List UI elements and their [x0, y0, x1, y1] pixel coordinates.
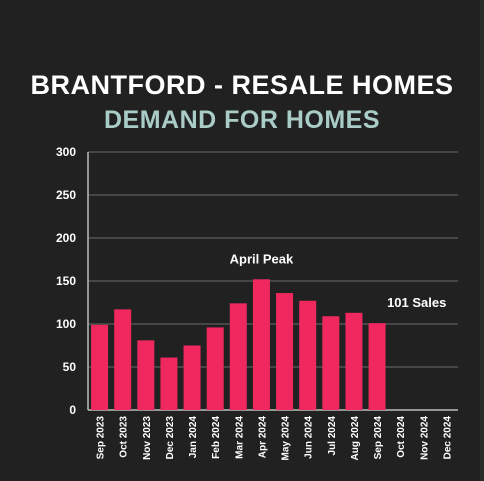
y-tick-label: 150	[56, 274, 76, 288]
chart-title: BRANTFORD - RESALE HOMES	[30, 70, 454, 100]
bar	[206, 327, 224, 410]
x-tick-label: Oct 2024	[396, 416, 407, 458]
x-tick-label: Dec 2024	[442, 416, 453, 460]
bar	[368, 323, 386, 410]
chart-subtitle: DEMAND FOR HOMES	[103, 106, 381, 134]
x-tick-label: Sep 2024	[373, 416, 384, 460]
y-tick-label: 250	[56, 188, 76, 202]
bar	[160, 357, 178, 410]
x-tick-label: Aug 2024	[350, 416, 361, 461]
x-tick-label: Nov 2023	[142, 416, 153, 460]
y-tick-label: 100	[56, 317, 76, 331]
bar	[183, 345, 201, 410]
bar	[229, 303, 247, 410]
x-tick-label: Jul 2024	[327, 416, 338, 456]
y-tick-label: 200	[56, 231, 76, 245]
x-tick-label: Feb 2024	[211, 416, 222, 459]
x-tick-label: Oct 2023	[119, 416, 130, 458]
annotation-label: 101 Sales	[387, 295, 446, 310]
y-tick-label: 0	[69, 403, 76, 417]
x-tick-label: Jan 2024	[188, 416, 199, 459]
bar	[252, 279, 270, 410]
x-tick-label: Jun 2024	[304, 416, 315, 459]
bar	[322, 316, 340, 410]
bar	[276, 293, 294, 410]
bar	[114, 309, 132, 410]
x-tick-label: Nov 2024	[419, 416, 430, 460]
x-tick-label: Sep 2023	[96, 416, 107, 460]
y-tick-label: 50	[63, 360, 77, 374]
bar	[345, 312, 363, 410]
x-tick-label: Mar 2024	[234, 416, 245, 459]
x-tick-label: Dec 2023	[165, 416, 176, 460]
annotation-label: April Peak	[230, 251, 294, 266]
y-tick-label: 300	[56, 145, 76, 159]
bar	[299, 300, 317, 410]
bar	[137, 340, 155, 410]
bar	[91, 324, 109, 410]
x-tick-label: May 2024	[281, 416, 292, 461]
x-tick-label: Apr 2024	[257, 416, 268, 459]
